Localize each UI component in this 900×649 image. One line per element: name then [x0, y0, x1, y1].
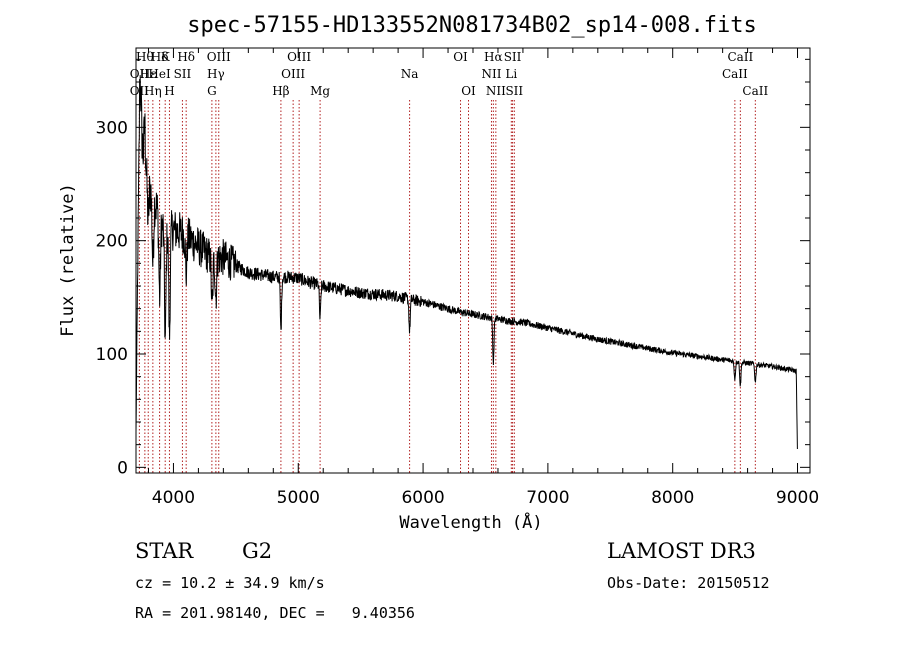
- coordinates-readout: RA = 201.98140, DEC = 9.40356: [135, 604, 415, 622]
- y-axis-label: Flux (relative): [58, 183, 78, 337]
- y-tick-label: 100: [96, 345, 128, 365]
- line-marker-label: HeI: [148, 67, 171, 81]
- obs-date: Obs-Date: 20150512: [607, 574, 770, 592]
- line-marker-label: OIII: [287, 50, 311, 64]
- line-marker-label: K: [161, 50, 171, 64]
- line-marker-label: OI: [461, 84, 476, 98]
- line-marker-label: OIII: [281, 67, 305, 81]
- line-marker-label: CaII: [727, 50, 753, 64]
- line-markers: [138, 100, 756, 473]
- x-tick-label: 6000: [401, 488, 444, 508]
- y-axis: 0 100 200 300: [96, 58, 810, 478]
- chart-title: spec-57155-HD133552N081734B02_sp14-008.f…: [187, 13, 757, 38]
- line-marker-label: Hα: [484, 50, 503, 64]
- y-tick-label: 200: [96, 232, 128, 252]
- line-marker-label: H: [164, 84, 174, 98]
- line-marker-label: Hγ: [207, 67, 225, 81]
- line-marker-label: Hθ: [136, 50, 154, 64]
- line-marker-label: CaII: [722, 67, 748, 81]
- line-marker-label: Hδ: [151, 50, 169, 64]
- x-axis-label: Wavelength (Å): [399, 511, 542, 533]
- line-marker-label: OII: [130, 67, 150, 81]
- line-marker-label: NII: [486, 84, 506, 98]
- x-tick-label: 5000: [277, 488, 320, 508]
- line-marker-label: G: [207, 84, 217, 98]
- line-marker-label: Na: [401, 67, 419, 81]
- line-marker-label: Hε: [140, 67, 157, 81]
- redshift-readout: cz = 10.2 ± 34.9 km/s: [135, 574, 325, 592]
- line-marker-label: Hη: [144, 84, 162, 98]
- x-tick-label: 7000: [526, 488, 569, 508]
- object-subclass: G2: [242, 539, 273, 563]
- y-tick-label: 300: [96, 118, 128, 138]
- line-marker-label: CaII: [742, 84, 768, 98]
- line-marker-label: Mg: [310, 84, 330, 98]
- line-marker-label: OI: [453, 50, 468, 64]
- line-marker-label: Hβ: [272, 84, 289, 98]
- x-tick-label: 8000: [651, 488, 694, 508]
- survey-name: LAMOST DR3: [607, 539, 756, 563]
- x-tick-label: 9000: [776, 488, 819, 508]
- spectrum-line: [135, 75, 798, 450]
- line-marker-labels: OIIOIIHθHεHηHδHeIKHSIIHδGHγOIIIHβOIIIOII…: [130, 50, 769, 98]
- x-tick-label: 4000: [152, 488, 195, 508]
- object-class: STAR: [135, 539, 194, 563]
- x-axis: 4000 5000 6000 7000 8000 9000: [147, 48, 819, 508]
- line-marker-label: SII: [174, 67, 192, 81]
- line-marker-label: Li: [505, 67, 517, 81]
- y-tick-label: 0: [117, 458, 128, 478]
- line-marker-label: SII: [504, 50, 522, 64]
- line-marker-label: Hδ: [177, 50, 195, 64]
- line-marker-label: OIII: [207, 50, 231, 64]
- line-marker-label: SII: [505, 84, 523, 98]
- line-marker-label: NII: [481, 67, 501, 81]
